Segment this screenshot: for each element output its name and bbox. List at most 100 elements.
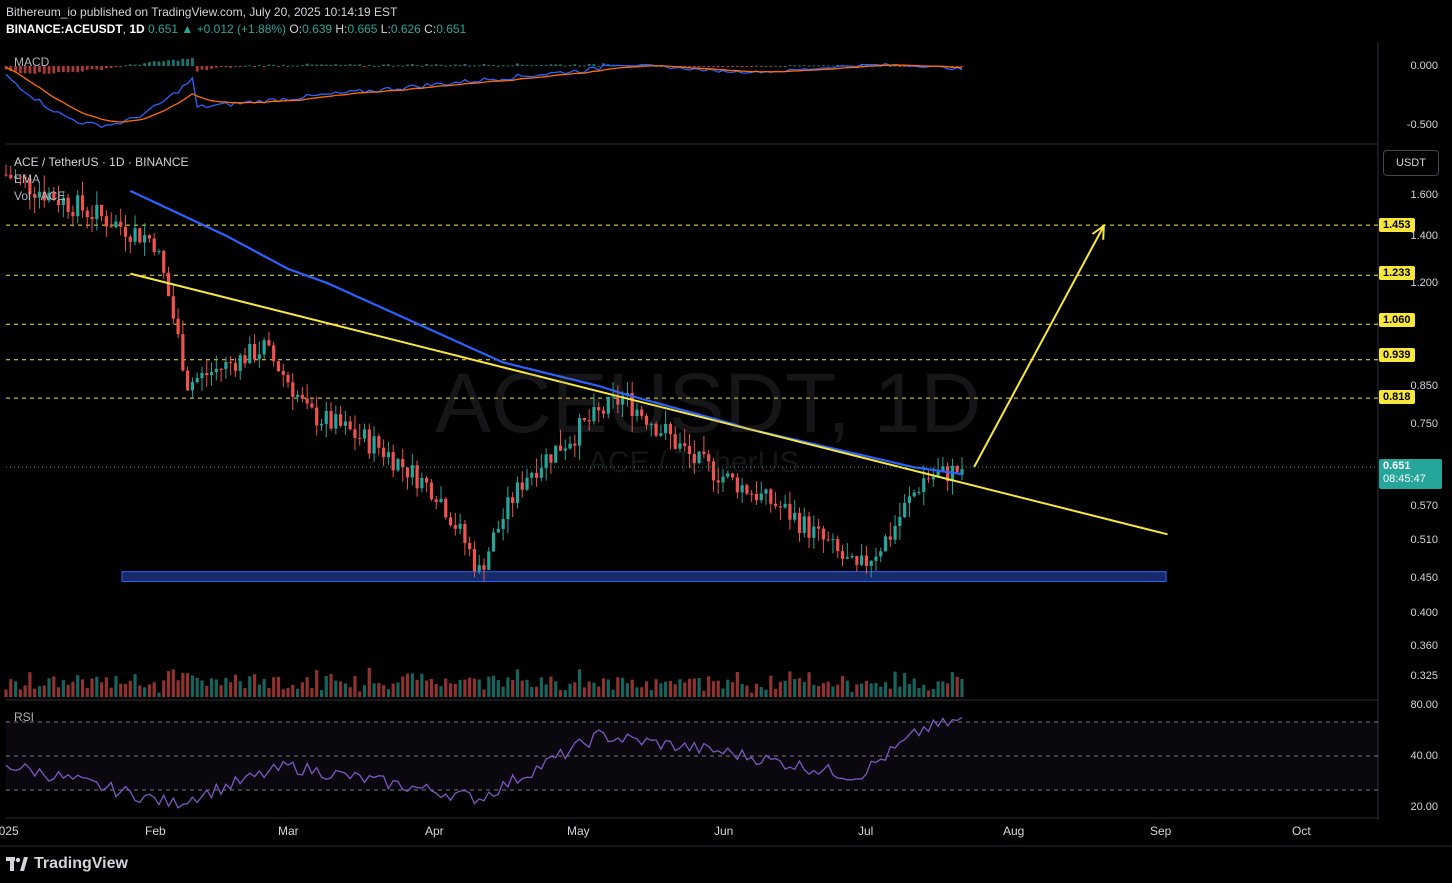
currency-button[interactable]: USDT [1383,150,1439,176]
macd-histogram-bar [348,64,352,66]
candle-body [429,482,434,500]
candle-body [491,532,496,552]
macd-histogram-bar [573,64,577,66]
volume-bar [491,675,496,697]
candle-body [229,362,233,364]
candle-body [716,480,720,483]
volume-bar [750,692,754,697]
price-tick: 0.570 [1410,500,1438,512]
macd-histogram-bar [229,66,233,68]
macd-histogram-bar [951,66,954,68]
rsi-tick: 80.00 [1410,699,1438,711]
macd-histogram-bar [214,66,218,68]
macd-histogram-bar [90,66,94,70]
volume-bar [405,673,410,697]
interval-label[interactable]: 1D [129,22,145,36]
volume-bar [797,678,802,697]
candle-body [377,436,381,448]
volume-bar [625,683,629,697]
rsi-tick: 20.00 [1410,801,1438,813]
volume-bar [315,670,319,697]
macd-histogram-bar [955,66,959,67]
candle-body [205,373,209,376]
volume-bar [530,686,534,697]
macd-histogram-bar [248,65,252,67]
volume-bar [807,672,811,697]
time-tick: Apr [425,824,444,838]
candle-body [506,497,510,520]
projection-arrow-head [1091,223,1105,240]
candle-body [343,421,347,426]
volume-bar [487,676,491,697]
volume-bar [200,680,204,697]
current-price-tag[interactable]: 0.651 08:45:47 [1379,459,1442,489]
rsi-label[interactable]: RSI [14,710,35,724]
level-tag[interactable]: 0.818 [1379,390,1415,404]
macd-histogram-bar [492,65,495,67]
level-tag[interactable]: 1.453 [1379,218,1415,232]
candle-body [520,482,524,490]
trendline-layer [130,223,1168,536]
candle-body [525,477,529,490]
macd-histogram-bar [219,66,223,67]
volume-bar [745,685,749,697]
price-tick: 0.450 [1410,572,1438,584]
macd-histogram-bar [52,66,56,74]
macd-histogram-bar [61,66,65,73]
ema-label[interactable]: EMA [14,172,41,186]
volume-bar [582,687,586,697]
volume-bar [874,683,878,697]
level-tag[interactable]: 0.939 [1379,348,1415,362]
candle-body [606,396,610,414]
level-tag[interactable]: 1.233 [1379,266,1415,280]
candle-body [955,465,959,472]
macd-histogram-bar [95,66,99,70]
price-tick: 1.600 [1410,189,1438,201]
macd-histogram-bar [85,66,89,70]
macd-histogram-bar [501,65,505,67]
symbol-name[interactable]: BINANCE:ACEUSDT [6,22,123,36]
macd-histogram-bar [363,66,366,67]
macd-histogram-bar [100,66,103,71]
macd-histogram-bar [865,65,868,67]
main-series-title[interactable]: ACE / TetherUS · 1D · BINANCE [14,155,189,169]
macd-histogram-bar [817,65,820,67]
macd-histogram-bar [831,65,835,67]
macd-histogram-bar [554,64,558,66]
candle-body [860,555,864,565]
candle-body [281,371,285,375]
candle-body [262,340,266,355]
macd-histogram-bar [912,66,916,67]
volume-bar [248,676,252,697]
volume-bar [401,676,405,697]
level-tag[interactable]: 1.060 [1379,313,1415,327]
macd-histogram-bar [597,65,601,67]
candle-body [319,423,324,426]
volume-bar [386,689,390,697]
volume-bar [171,669,175,697]
tradingview-logo[interactable]: TradingView [6,855,128,873]
volume-bar [549,676,553,697]
macd-histogram-bar [353,64,357,66]
volume-bar [128,680,132,697]
candle-body [711,461,716,481]
candle-body [401,459,405,468]
volume-bar [754,683,759,697]
candle-body [635,409,639,417]
volume-label[interactable]: Vol · ACE [14,189,66,203]
volume-bar [917,688,921,697]
volume-bar [621,677,625,697]
candle-body [578,418,582,446]
candle-body [324,411,328,424]
macd-label[interactable]: MACD [14,55,50,69]
candle-body [797,512,802,533]
candle-body [769,489,773,504]
symbol-info-line: BINANCE:ACEUSDT, 1D 0.651 ▲ +0.012 (+1.8… [6,22,467,36]
macd-histogram-bar [898,66,902,67]
volume-bar [286,687,290,697]
price-tick: 0.750 [1410,418,1438,430]
candle-body [807,516,811,538]
volume-bar [926,690,931,697]
